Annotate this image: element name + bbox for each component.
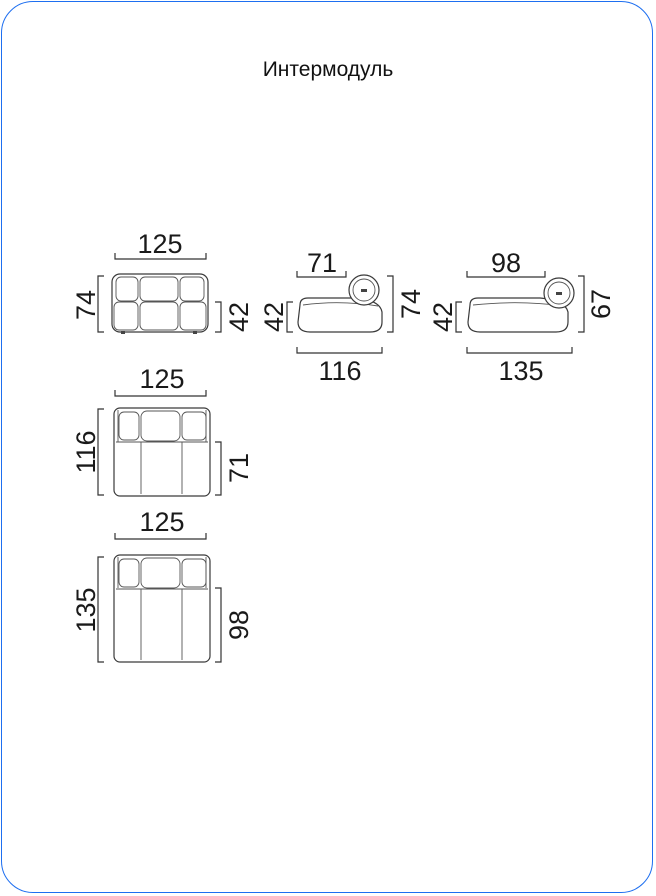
side-view-small: 71 42 74 116 [259,248,426,386]
side-large-height-label: 67 [586,289,616,319]
top-view-small: 125 116 71 [71,364,254,497]
front-view: 125 74 42 [71,229,254,334]
front-height-label: 74 [71,290,101,320]
side-large-depth-label: 135 [498,356,543,386]
side-view-large: 98 42 67 135 [428,248,616,386]
top-small-width-label: 125 [139,364,184,394]
top-large-seat-depth-label: 98 [224,610,254,640]
front-width-label: 125 [137,229,182,259]
side-small-top-label: 71 [307,248,337,278]
top-small-seat-depth-label: 71 [224,453,254,483]
side-small-depth-label: 116 [318,356,361,386]
side-large-seat-height-label: 42 [428,302,458,332]
side-small-seat-height-label: 42 [259,302,289,332]
top-view-large: 125 135 98 [71,507,254,663]
top-large-width-label: 125 [139,507,184,537]
page-title: Интермодуль [262,58,394,81]
front-seat-height-label: 42 [224,302,254,332]
top-small-depth-label: 116 [71,430,101,473]
side-large-top-label: 98 [491,248,521,278]
top-large-depth-label: 135 [71,587,101,632]
side-small-height-label: 74 [396,289,426,319]
